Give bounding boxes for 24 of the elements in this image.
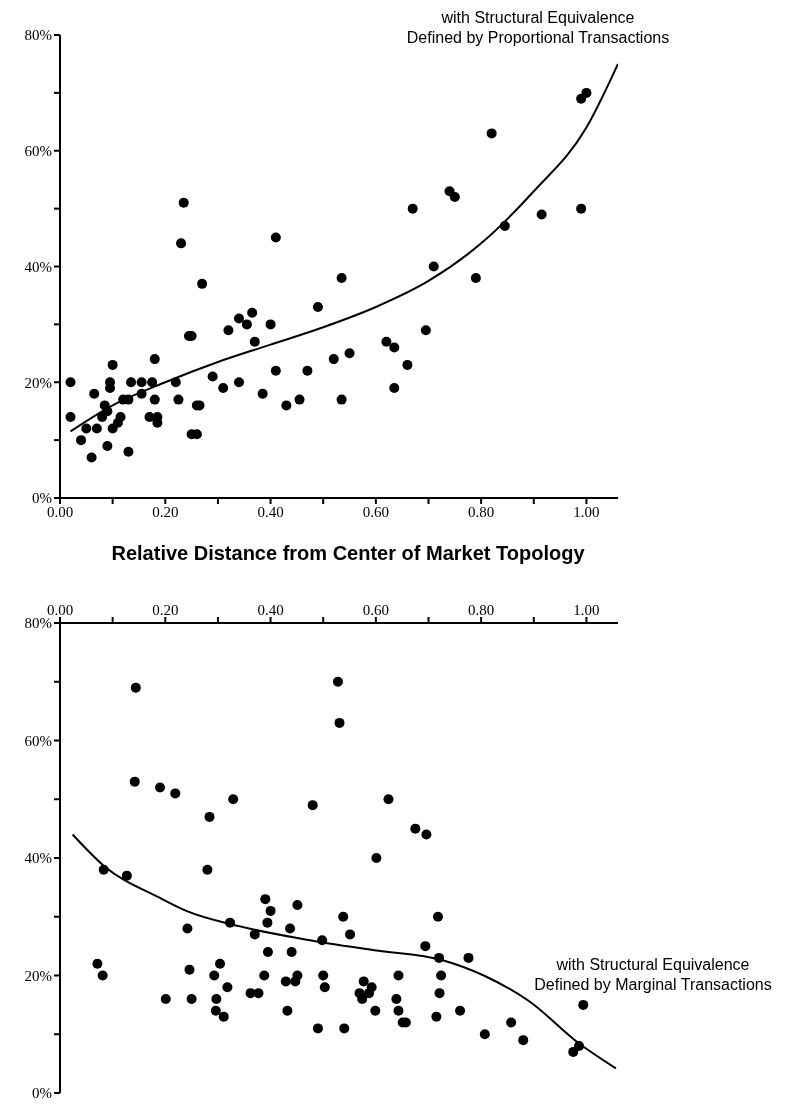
y-tick-label: 0% <box>32 1085 52 1102</box>
annotation: with Structural Equivalence Defined by Proportional Transactions <box>405 8 671 48</box>
line-series <box>69 62 618 433</box>
x-tick-label: 0.20 <box>152 602 179 618</box>
x-tick-label: 0.20 <box>152 503 179 520</box>
x-tick-label: 0.80 <box>468 602 495 618</box>
y-tick-label: 40% <box>24 258 52 275</box>
x-tick-label: 0.80 <box>468 503 495 520</box>
x-tick-label: 0.00 <box>46 602 74 618</box>
x-tick-label: 0.60 <box>362 503 389 520</box>
x-tick-label: 0.60 <box>362 602 389 618</box>
y-tick-label: 20% <box>24 374 52 391</box>
y-tick-label: 80% <box>24 27 52 44</box>
x-tick-label: 0.40 <box>257 602 284 618</box>
y-tick-label: 80% <box>24 615 52 632</box>
annotation: with Structural Equivalence Defined by Marginal Transactions <box>533 955 773 995</box>
x-axis-title: Relative Distance from Center of Market Topology <box>110 541 586 566</box>
x-tick-label: 1.00 <box>573 503 600 520</box>
y-tick-label: 60% <box>24 732 52 749</box>
x-tick-label: 0.40 <box>257 503 284 520</box>
y-tick-label: 40% <box>24 850 52 867</box>
y-tick-label: 60% <box>24 143 52 160</box>
y-tick-label: 20% <box>24 967 52 984</box>
x-tick-label: 1.00 <box>573 602 600 618</box>
